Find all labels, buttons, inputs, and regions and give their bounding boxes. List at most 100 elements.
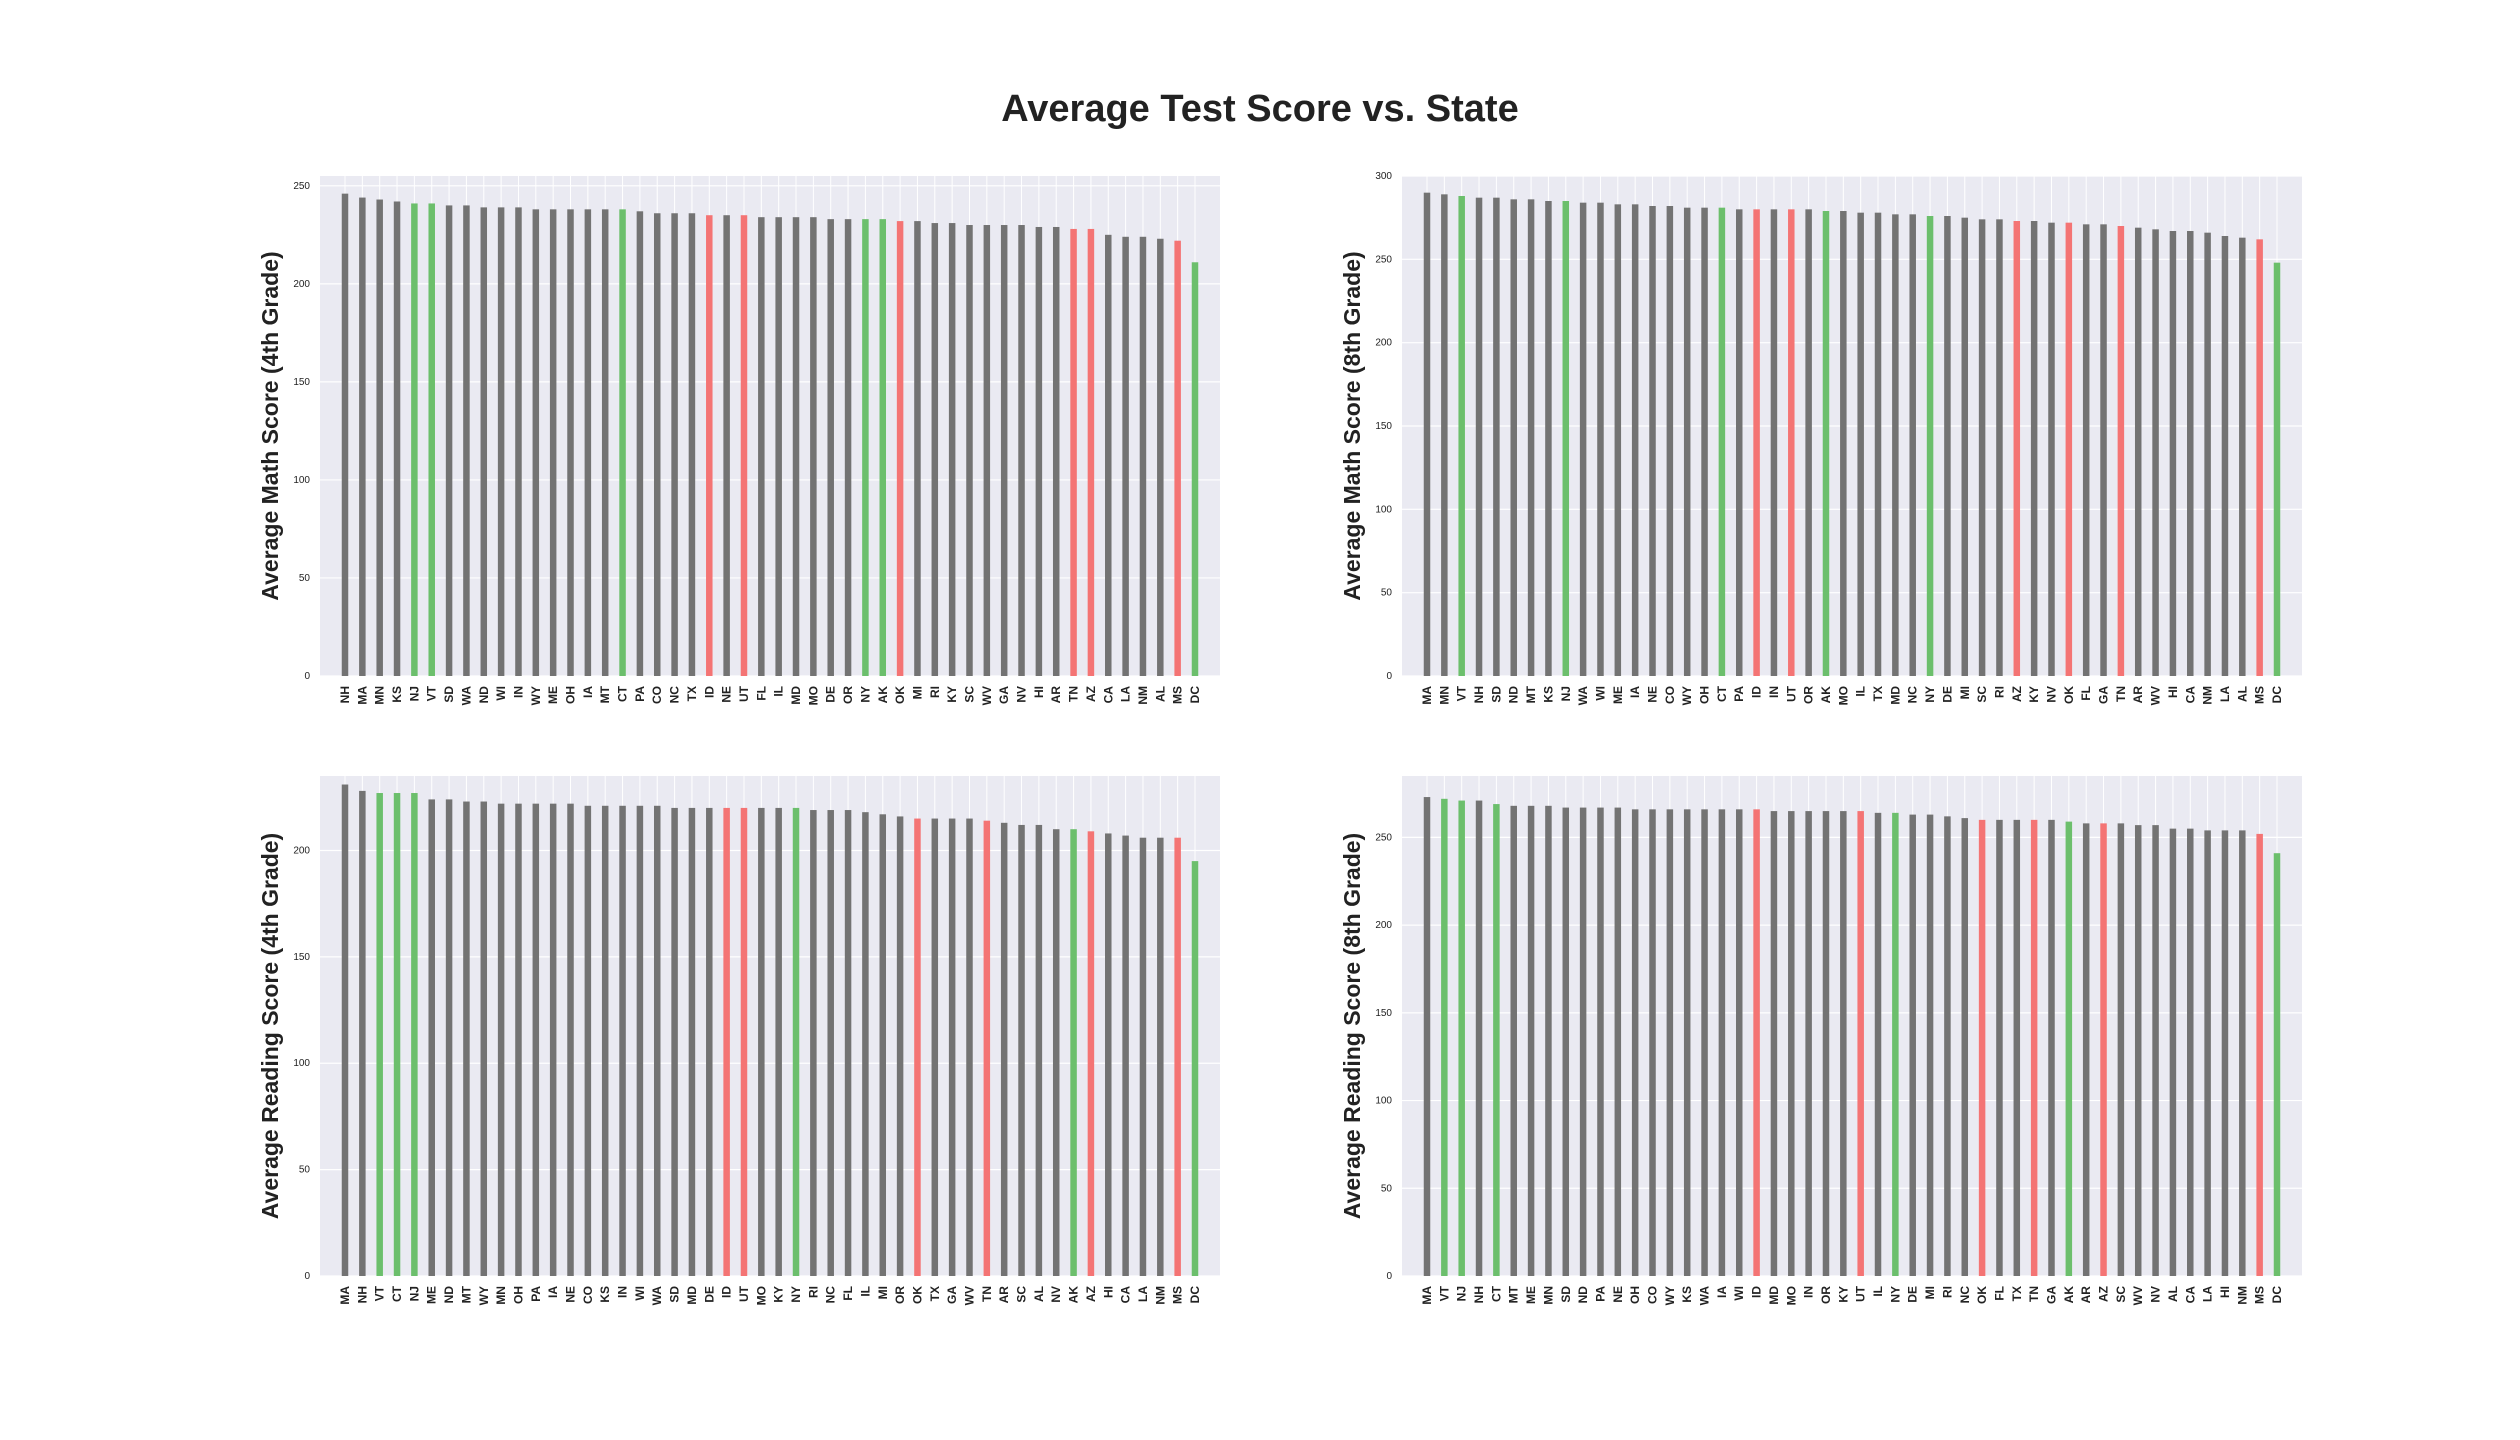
bar-az: [1087, 831, 1095, 1276]
x-tick-label: CA: [1119, 1286, 1133, 1304]
bar-ks: [1683, 809, 1691, 1276]
x-tick-label: NV: [2149, 1286, 2163, 1303]
bar-al: [1157, 238, 1164, 676]
bar-fl: [2082, 224, 2090, 677]
bar-wv: [983, 225, 991, 677]
x-tick-label: WV: [980, 686, 994, 705]
bar-oh: [1701, 207, 1708, 676]
x-tick-label: SC: [2114, 1286, 2128, 1303]
bar-or: [1822, 811, 1830, 1276]
bar-in: [619, 805, 626, 1276]
x-tick-label: CT: [1715, 685, 1729, 702]
bar-ny: [1892, 812, 1899, 1276]
x-tick-label: CO: [581, 1286, 595, 1304]
y-tick-label: 50: [299, 573, 311, 584]
bar-ks: [601, 805, 609, 1276]
bar-dc: [2273, 262, 2281, 676]
bar-az: [2100, 823, 2107, 1276]
bar-nd: [1579, 807, 1587, 1276]
bar-al: [2239, 237, 2246, 676]
bar-wi: [1597, 202, 1604, 676]
bar-mt: [463, 801, 470, 1276]
x-tick-label: NM: [1153, 1286, 1167, 1305]
bar-nh: [1475, 197, 1483, 676]
x-tick-label: LA: [1119, 686, 1133, 702]
y-tick-label: 50: [1381, 1183, 1393, 1194]
x-tick-label: SD: [1489, 686, 1503, 703]
bar-md: [688, 807, 696, 1276]
bar-ar: [1052, 226, 1060, 676]
x-tick-label: AL: [1153, 686, 1167, 702]
bar-vt: [1458, 196, 1465, 676]
bar-mi: [1926, 814, 1934, 1276]
bar-ky: [2030, 221, 2038, 676]
subplot-2: 0 50 100 150 200 250 300 MA MN VT NH SD ND MT KS NJ WA WI…: [1339, 171, 2302, 705]
x-tick-label: WI: [633, 1286, 647, 1301]
bar-ny: [792, 807, 800, 1276]
bar-ri: [931, 223, 939, 676]
x-tick-label: MO: [1836, 686, 1850, 705]
x-tick-label: NM: [2235, 1286, 2249, 1305]
bar-ut: [740, 807, 748, 1276]
bar-sc: [1018, 824, 1025, 1276]
x-tick-label: TX: [2010, 1286, 2024, 1301]
x-tick-label: IL: [1871, 1286, 1885, 1297]
x-tick-label: OR: [1802, 686, 1816, 704]
bar-nj: [1458, 800, 1465, 1276]
x-tick-label: OK: [893, 686, 907, 704]
bar-ms: [2256, 239, 2263, 677]
x-tick-label: WA: [459, 686, 473, 706]
x-tick-label: UT: [1784, 685, 1798, 702]
figure-title: Average Test Score vs. State: [1001, 88, 1519, 130]
bar-sc: [1978, 219, 1986, 677]
bar-ks: [1545, 201, 1552, 676]
bar-ak: [879, 219, 887, 676]
x-tick-label: NC: [668, 686, 682, 704]
x-tick-label: AZ: [2010, 686, 2024, 702]
x-tick-label: MT: [1507, 1285, 1521, 1303]
bar-fl: [758, 217, 765, 677]
y-tick-label: 50: [1381, 588, 1393, 599]
bar-al: [2169, 828, 2177, 1276]
x-tick-label: GA: [997, 686, 1011, 704]
bar-la: [1122, 236, 1129, 677]
x-tick-label: MN: [373, 686, 387, 705]
x-tick-label: MD: [685, 1286, 699, 1305]
bar-tn: [2030, 819, 2038, 1276]
bar-ri: [1996, 219, 2003, 677]
x-tick-label: CO: [1646, 1286, 1660, 1304]
x-tick-label: NE: [1646, 686, 1660, 703]
bar-tx: [688, 213, 696, 677]
x-tick-label: SD: [668, 1286, 682, 1303]
x-tick-label: TN: [980, 1286, 994, 1302]
bar-hi: [1105, 833, 1112, 1276]
x-tick-label: LA: [2218, 686, 2232, 702]
bar-nc: [827, 810, 834, 1276]
x-tick-label: NJ: [407, 1286, 421, 1301]
x-tick-label: WY: [1663, 1286, 1677, 1305]
bar-ar: [2082, 823, 2090, 1276]
bar-ct: [393, 793, 401, 1276]
bar-md: [792, 217, 800, 677]
bar-me: [549, 209, 557, 677]
bar-ca: [1122, 835, 1129, 1276]
x-tick-label: IL: [772, 686, 786, 697]
x-tick-label: GA: [2097, 686, 2111, 704]
x-tick-label: UT: [737, 685, 751, 702]
bar-nj: [411, 793, 418, 1276]
bar-md: [1770, 811, 1778, 1276]
bar-tx: [1874, 212, 1882, 676]
bar-sd: [671, 807, 678, 1276]
x-tick-label: AZ: [1084, 1286, 1098, 1302]
x-tick-label: SD: [442, 686, 456, 703]
bar-nh: [1475, 800, 1483, 1276]
x-tick-label: WY: [529, 686, 543, 705]
x-tick-label: ND: [1576, 1286, 1590, 1304]
x-tick-label: NH: [355, 1286, 369, 1303]
bar-ne: [1614, 807, 1622, 1276]
bar-tx: [2013, 819, 2021, 1276]
bar-nc: [1961, 818, 1969, 1276]
x-tick-label: MS: [1171, 1286, 1185, 1304]
x-tick-label: AR: [997, 1286, 1011, 1304]
